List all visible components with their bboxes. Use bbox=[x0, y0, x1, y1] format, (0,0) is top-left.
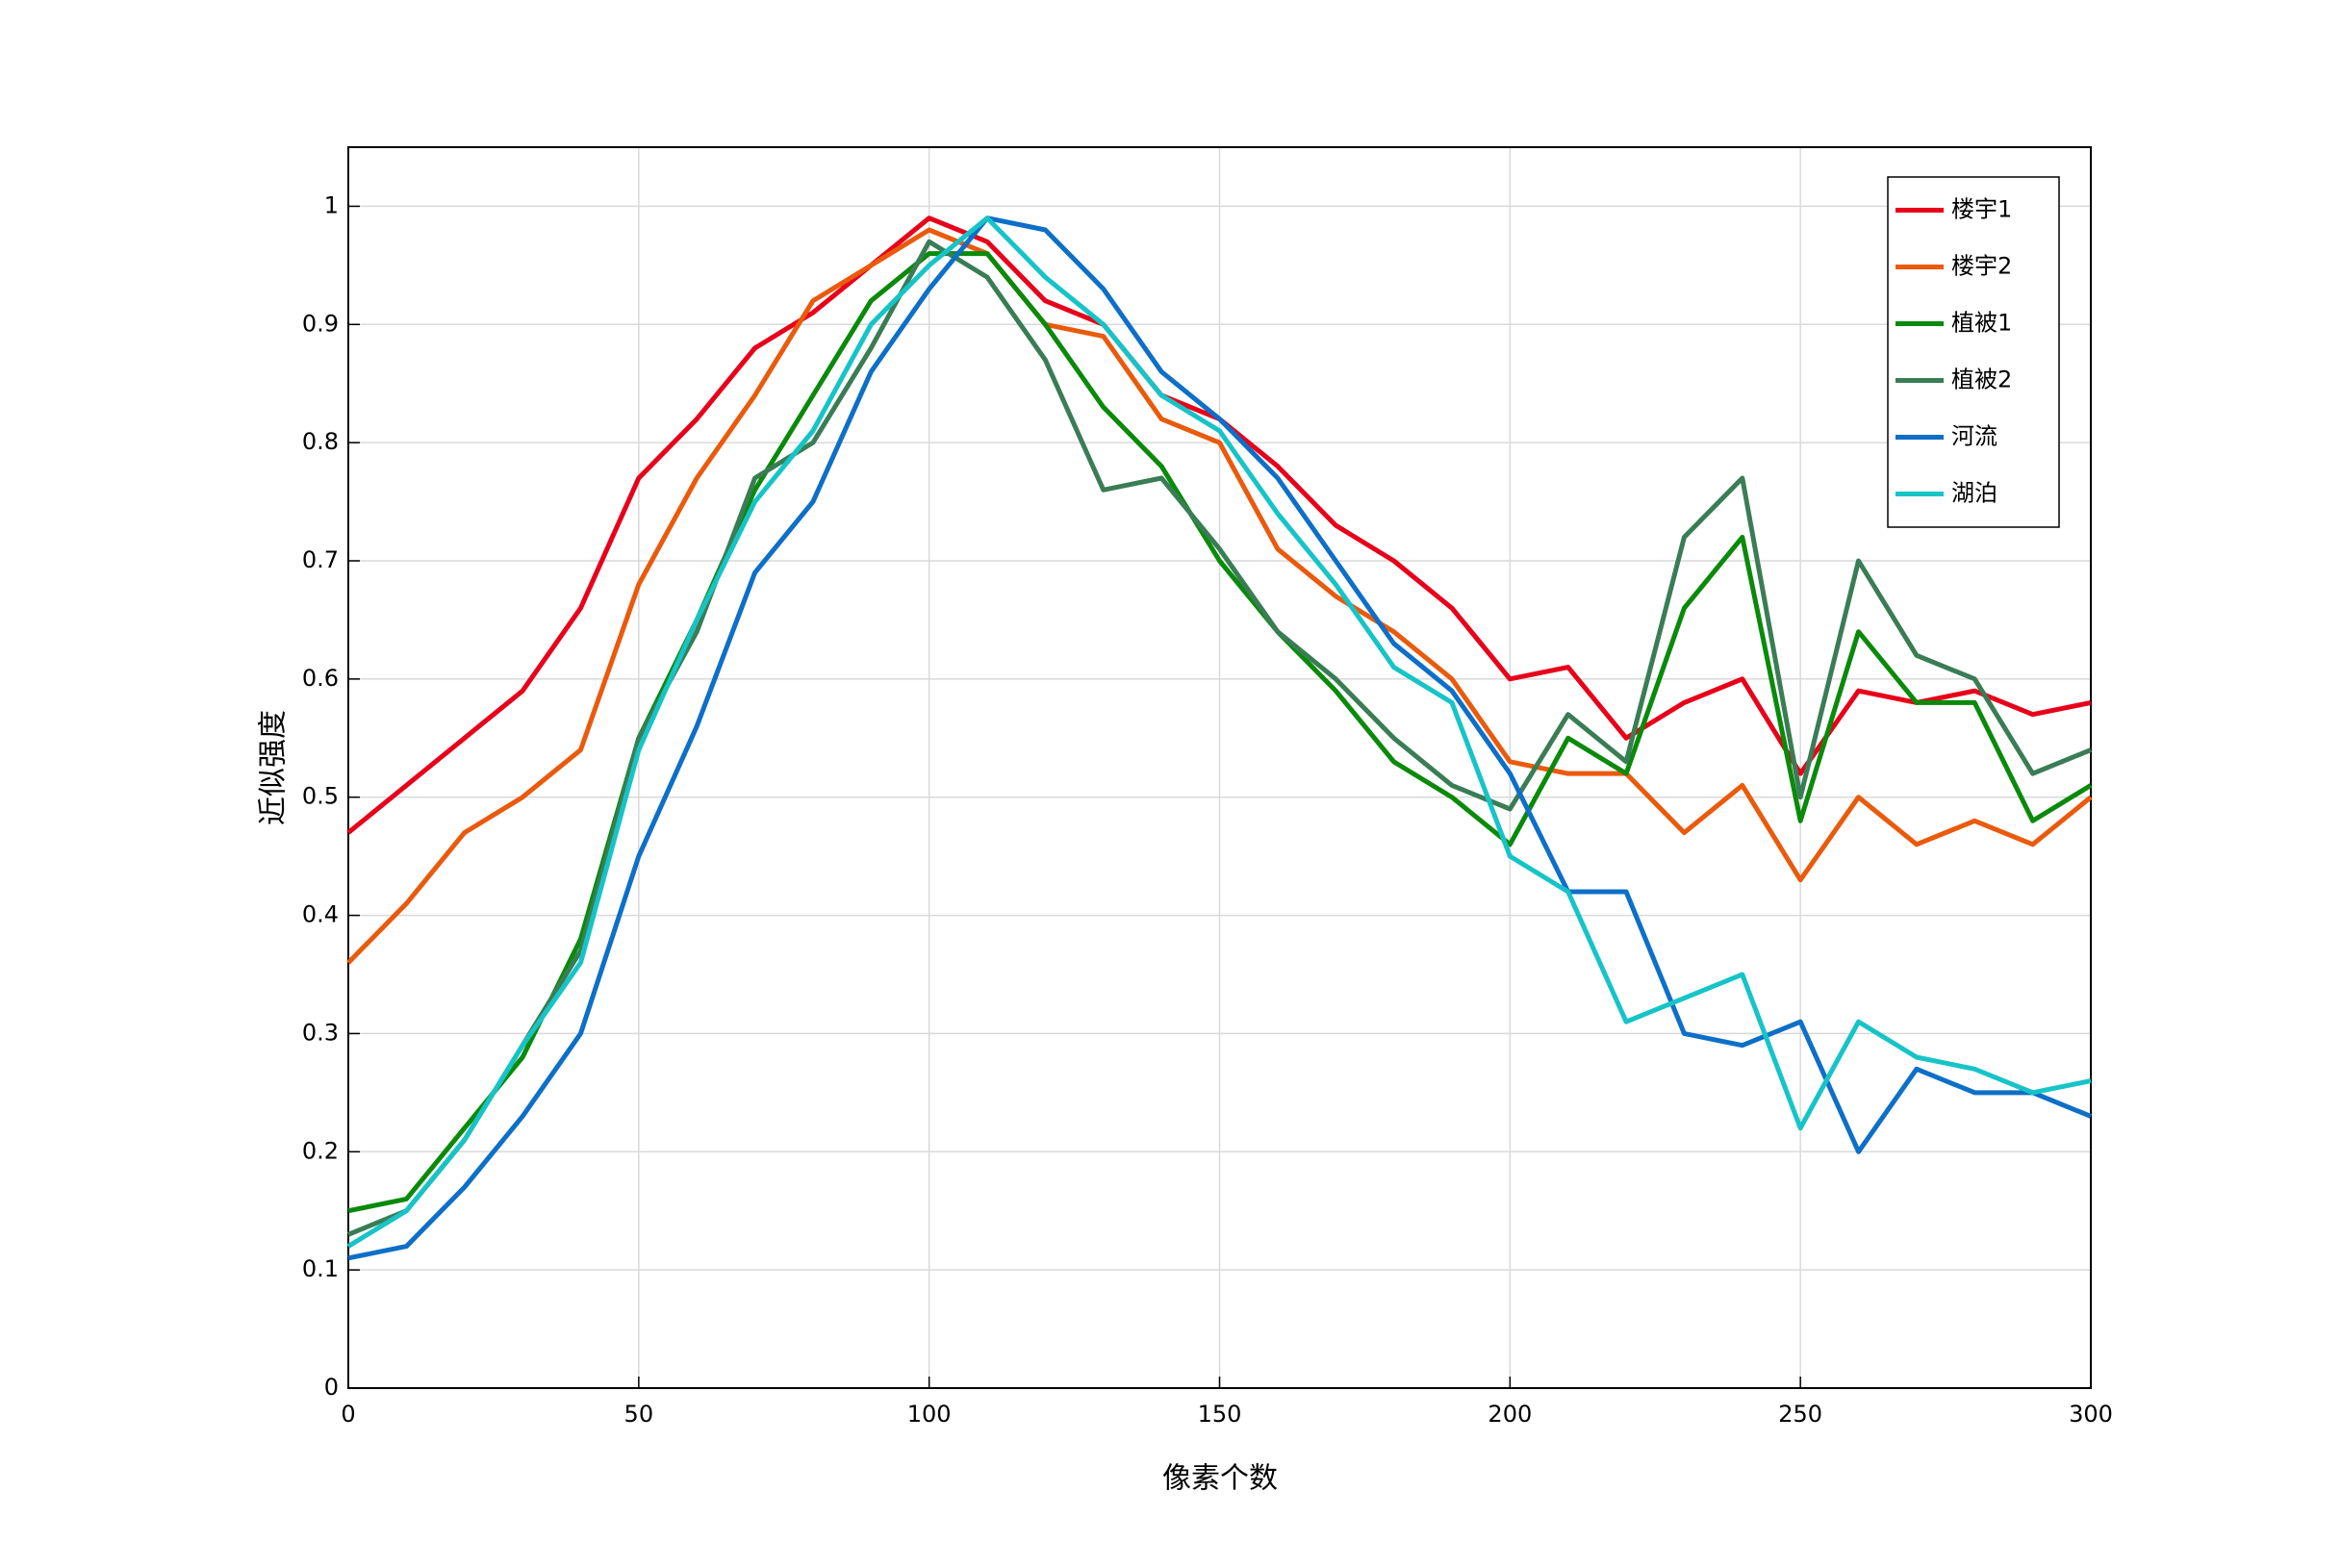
y-tick-label: 0.3 bbox=[302, 1019, 339, 1046]
series-line bbox=[347, 215, 2092, 1261]
legend-label: 楼宇2 bbox=[1951, 253, 2012, 280]
y-tick-label: 0.8 bbox=[302, 428, 339, 455]
legend-box bbox=[1887, 176, 2060, 528]
legend-label: 楼宇1 bbox=[1951, 196, 2012, 223]
legend-label: 湖泊 bbox=[1951, 480, 1997, 507]
x-tick-label: 150 bbox=[1198, 1401, 1242, 1428]
y-tick-label: 0.5 bbox=[302, 783, 339, 810]
y-tick-label: 1 bbox=[324, 191, 339, 218]
x-tick-label: 50 bbox=[624, 1401, 654, 1428]
plot-frame bbox=[347, 146, 2092, 1389]
series-line bbox=[346, 227, 2093, 965]
y-tick-label: 0.4 bbox=[302, 901, 339, 928]
x-tick-label: 200 bbox=[1488, 1401, 1532, 1428]
y-tick-label: 0 bbox=[324, 1374, 339, 1401]
y-tick-label: 0.6 bbox=[302, 665, 339, 692]
series-line bbox=[347, 239, 2092, 1237]
series-line bbox=[346, 215, 2092, 1249]
x-tick-label: 0 bbox=[341, 1401, 355, 1428]
x-tick-label: 300 bbox=[2069, 1401, 2113, 1428]
y-tick-label: 0.1 bbox=[302, 1255, 339, 1282]
y-axis-label: 近似强度 bbox=[257, 710, 291, 825]
y-tick-label: 0.7 bbox=[302, 546, 339, 573]
x-axis-label: 像素个数 bbox=[1162, 1462, 1278, 1496]
x-tick-label: 100 bbox=[907, 1401, 952, 1428]
x-tick-label: 250 bbox=[1778, 1401, 1822, 1428]
y-tick-label: 0.2 bbox=[302, 1137, 339, 1164]
y-tick-label: 0.9 bbox=[302, 310, 339, 337]
legend-label: 河流 bbox=[1951, 423, 1997, 450]
legend-label: 植被2 bbox=[1951, 367, 2012, 393]
legend-label: 植被1 bbox=[1951, 310, 2012, 337]
